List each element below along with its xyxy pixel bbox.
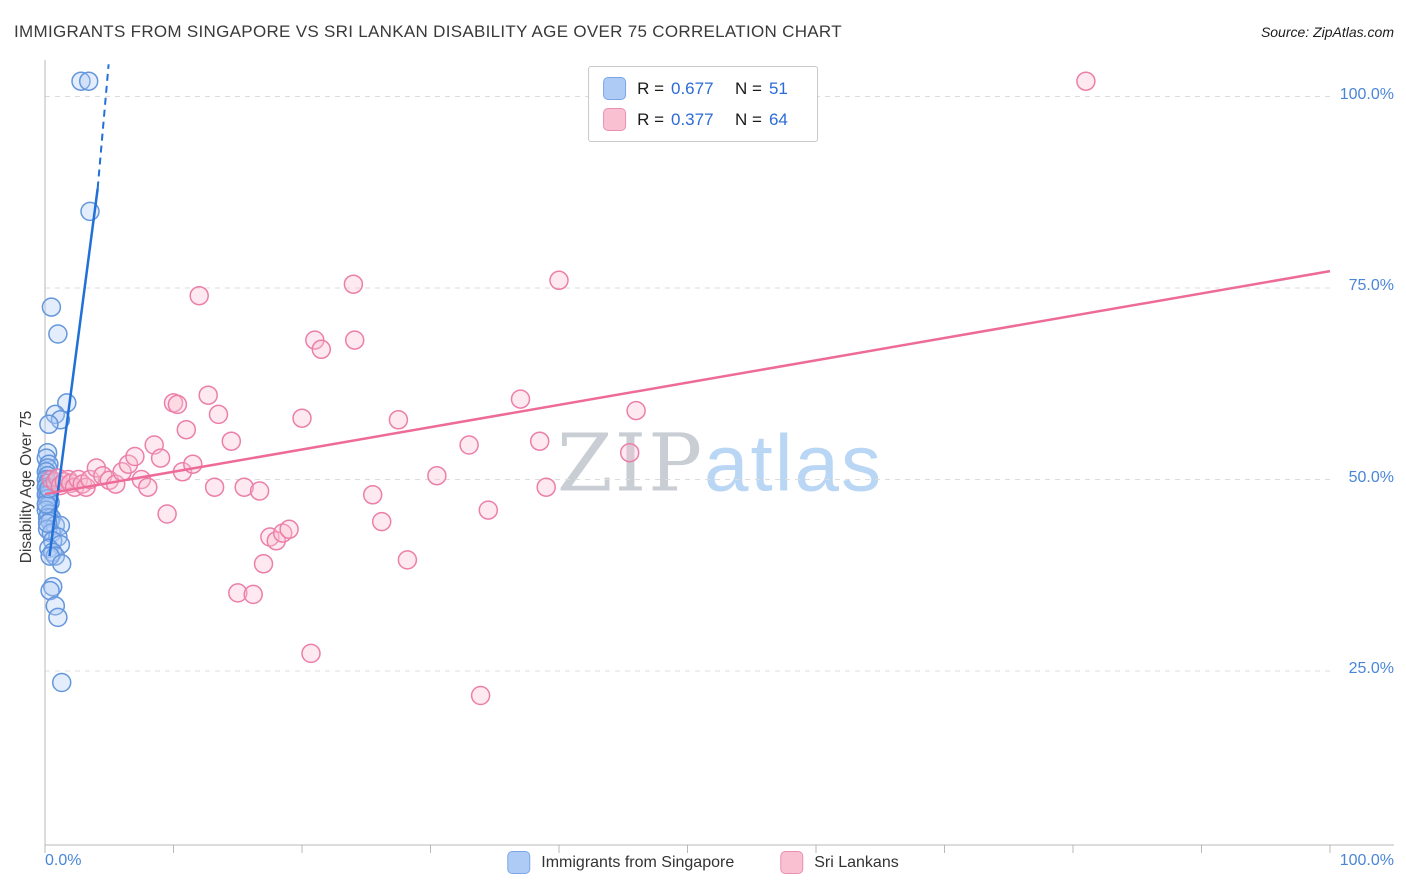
scatter-point [189,285,209,306]
scatter-point [234,477,254,497]
r-label: R = [637,109,664,129]
scatter-point [51,672,72,693]
n-value: 64 [768,109,788,129]
scatter-point [619,442,640,463]
trend-line [48,188,99,557]
scatter-point [40,580,60,601]
n-label: N = [735,78,762,98]
scatter-point [343,274,364,294]
scatter-point [301,643,321,664]
scatter-point [228,583,248,603]
scatter-point [45,596,66,616]
scatter-point [311,339,332,360]
scatter-point [86,458,107,478]
scatter-point [371,511,392,532]
r-value: 0.377 [671,109,714,129]
n-value: 51 [768,78,788,98]
legend-swatch-pink [780,851,804,874]
legend-swatch-pink [603,108,627,131]
scatter-point [388,410,409,430]
r-value: 0.677 [671,78,714,98]
scatter-point [427,465,447,486]
scatter-point [125,446,145,467]
trend-line [44,269,1331,496]
scatter-point [48,607,68,628]
scatter-point [292,408,312,428]
scatter-point [549,270,569,291]
scatter-point [208,404,229,425]
series-legend: Immigrants from Singapore Sri Lankans [507,851,899,874]
r-label: R = [637,78,664,98]
n-label: N = [735,109,762,129]
scatter-point [198,385,218,405]
scatter-point [249,481,270,501]
scatter-point [48,324,68,344]
scatter-point [50,410,71,430]
scatter-point [459,435,479,455]
scatter-point [266,531,287,551]
legend-row-singapore: R = 0.677 N = 51 [603,77,797,100]
trend-line-extension [96,64,110,189]
series-srilankans [41,71,1096,706]
scatter-point [253,554,274,574]
scatter-point [157,504,177,524]
scatter-point [1076,71,1096,91]
scatter-point [279,519,299,540]
watermark-atlas: atlas [704,418,883,508]
y-axis-title: Disability Age Over 75 [18,410,35,564]
legend-item-singapore: Immigrants from Singapore [507,851,734,874]
scatter-point [478,500,499,520]
scatter-point [78,71,99,91]
scatter-point [150,448,171,468]
scatter-point [362,485,383,505]
legend-item-label: Sri Lankans [814,853,899,871]
scatter-point [344,330,365,350]
scatter-point [41,297,62,317]
scatter-point [243,584,263,605]
scatter-point [470,685,491,706]
watermark-zip: ZIP [557,416,705,510]
scatter-point [397,550,418,570]
legend-row-srilankans: R = 0.377 N = 64 [603,108,797,131]
legend-item-srilankans: Sri Lankans [780,851,899,874]
scatter-point [536,477,556,497]
scatter-point [176,419,197,440]
scatter-point [39,414,59,435]
scatter-point [204,477,225,497]
scatter-point [51,554,72,574]
legend-swatch-blue [603,77,627,100]
scatter-point [167,394,188,415]
scatter-point [626,400,646,421]
chart-title: IMMIGRANTS FROM SINGAPORE VS SRI LANKAN … [14,22,842,41]
scatter-point [138,477,158,497]
correlation-stats-legend: R = 0.677 N = 51 R = 0.377 N = 64 [588,66,818,142]
legend-item-label: Immigrants from Singapore [541,853,735,871]
scatter-point [221,431,242,451]
scatter-point [118,454,139,474]
legend-swatch-blue [507,851,531,874]
zipatlas-watermark: ZIPatlas [557,417,883,510]
scatter-point [510,389,531,409]
series-singapore [36,71,100,693]
scatter-point [71,71,91,91]
source-attribution: Source: ZipAtlas.com [1260,24,1394,40]
scatter-point [529,431,550,451]
